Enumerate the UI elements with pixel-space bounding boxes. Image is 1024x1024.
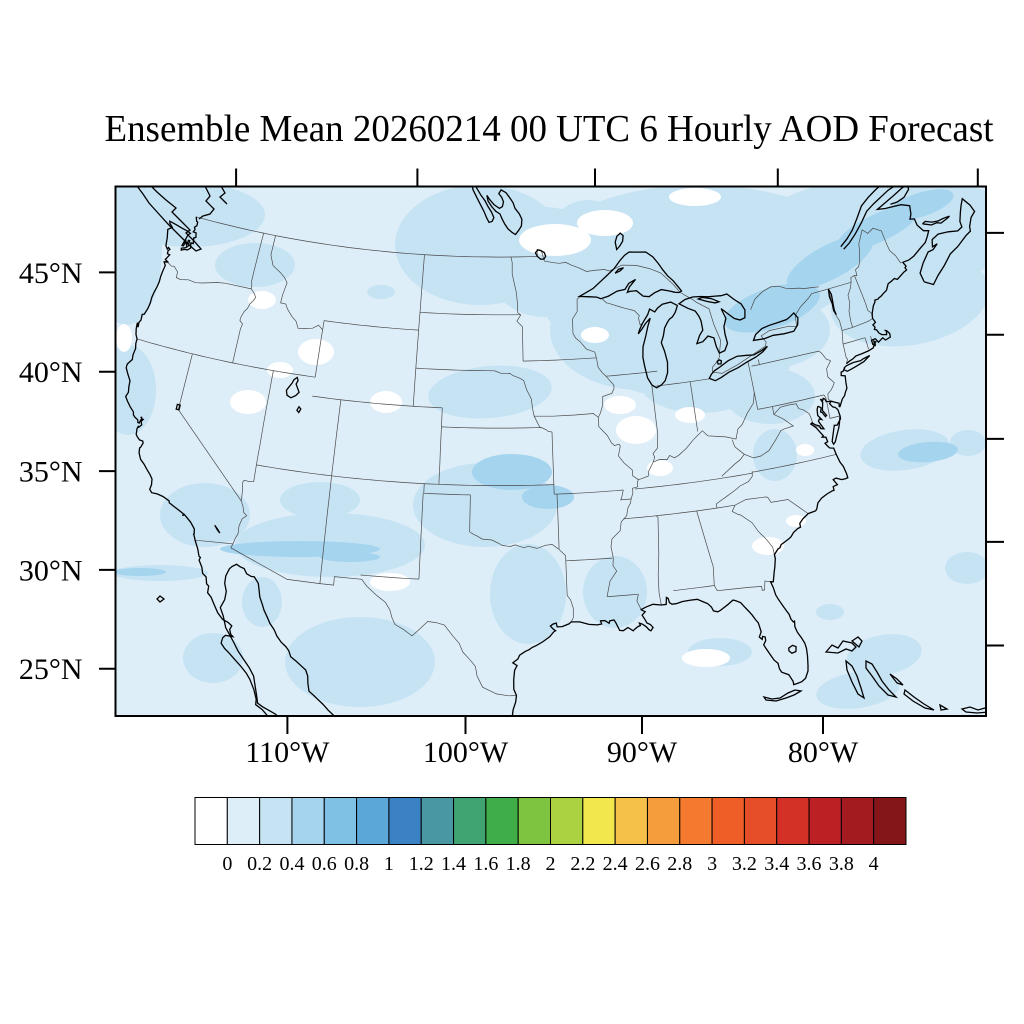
svg-text:3.8: 3.8	[829, 853, 854, 875]
svg-text:45°N: 45°N	[19, 257, 83, 290]
svg-text:3.4: 3.4	[764, 853, 789, 875]
svg-text:2.6: 2.6	[635, 853, 660, 875]
svg-text:0: 0	[222, 853, 232, 875]
svg-text:30°N: 30°N	[19, 554, 83, 587]
svg-text:0.6: 0.6	[312, 853, 337, 875]
svg-text:80°W: 80°W	[788, 736, 859, 769]
svg-text:1.4: 1.4	[441, 853, 466, 875]
svg-text:1: 1	[384, 853, 394, 875]
svg-text:3.2: 3.2	[732, 853, 757, 875]
svg-text:0.2: 0.2	[247, 853, 272, 875]
svg-text:100°W: 100°W	[423, 736, 509, 769]
svg-text:2.4: 2.4	[603, 853, 628, 875]
svg-text:1.6: 1.6	[473, 853, 498, 875]
svg-text:1.8: 1.8	[506, 853, 531, 875]
svg-text:2.2: 2.2	[570, 853, 595, 875]
svg-text:2: 2	[546, 853, 556, 875]
svg-text:90°W: 90°W	[607, 736, 678, 769]
svg-text:3: 3	[707, 853, 717, 875]
svg-text:110°W: 110°W	[245, 736, 330, 769]
svg-text:0.8: 0.8	[344, 853, 369, 875]
svg-text:4: 4	[869, 853, 879, 875]
svg-text:1.2: 1.2	[409, 853, 434, 875]
svg-text:35°N: 35°N	[19, 456, 83, 489]
svg-text:0.4: 0.4	[279, 853, 304, 875]
svg-text:3.6: 3.6	[797, 853, 822, 875]
svg-text:Ensemble Mean 20260214 00 UTC: Ensemble Mean 20260214 00 UTC 6 Hourly A…	[105, 108, 994, 150]
svg-text:25°N: 25°N	[19, 653, 83, 686]
svg-text:40°N: 40°N	[19, 356, 83, 389]
svg-text:2.8: 2.8	[667, 853, 692, 875]
